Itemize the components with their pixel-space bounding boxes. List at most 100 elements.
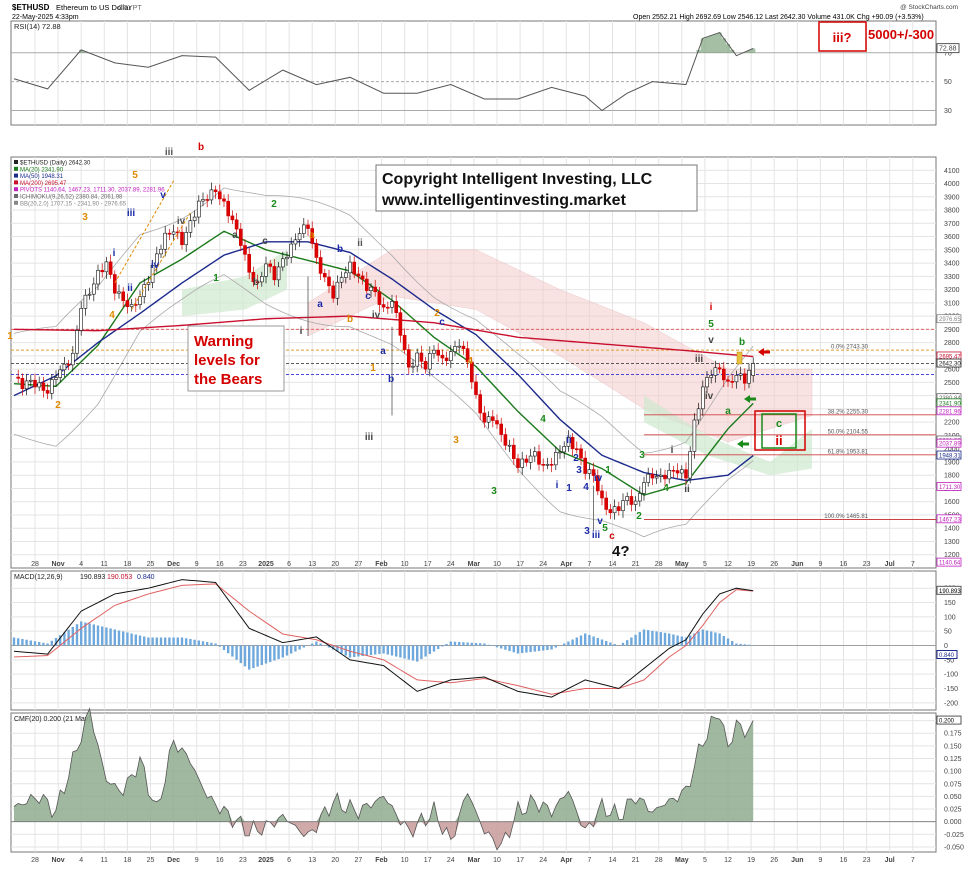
cmf-x-tick-label: May [675,857,689,864]
cmf-x-tick-label: 10 [493,857,501,864]
cmf-x-tick-label: 4 [79,857,83,864]
candle-body [663,474,667,480]
candle-body [469,361,474,383]
candle-body [537,451,541,465]
wave-label: 1 [370,363,376,374]
cmf-x-tick-label: 24 [447,857,455,864]
candle-body [356,273,361,277]
candle-body [331,285,336,299]
cmf-y-tick-label: -0.025 [944,832,964,839]
candle-body [423,361,428,370]
candle-body [696,408,701,421]
price-x-tick-label: 9 [818,561,822,568]
candle-body [637,493,642,502]
wave-label: b [388,374,394,385]
cmf-x-tick-label: 7 [587,857,591,864]
candle-body [385,306,390,309]
wave-ii-inner-box [761,413,797,449]
price-y-tick-label: 2600 [944,367,960,374]
candle-body [41,382,46,391]
candle-body [297,233,302,241]
wave-label: a [725,406,731,417]
price-right-tag: 2341.90 [939,401,961,407]
price-y-tick-label: 3800 [944,208,960,215]
candle-body [545,464,550,466]
fib-level-label: 0.0% 2743.30 [831,345,869,351]
legend-entry: $ETHUSD (Daily) 2642.30 [20,161,91,167]
wave-4-question-label: 4? [612,543,630,560]
cmf-x-tick-label: 21 [632,857,640,864]
price-x-tick-label: 4 [79,561,83,568]
candle-body [155,253,159,266]
macd-value: 190.893 [80,574,105,581]
price-right-tag-box [936,406,962,416]
candle-body [574,448,579,451]
price-right-tag: 2642.30 [939,362,961,368]
macd-y-tick-label: 50 [944,629,952,636]
candle-body [251,272,256,283]
header-symbol: $ETHUSD [12,3,50,12]
legend-entry: MA(200) 2695.47 [20,181,67,187]
rsi-level-label: 70 [944,50,952,57]
legend-swatch [14,160,18,164]
wave-label: 4 [540,414,546,425]
candle-body [625,496,630,501]
price-y-tick-label: 1400 [944,526,960,533]
candle-body [528,455,533,463]
price-x-tick-label: 24 [539,561,547,568]
price-right-tag: 1711.30 [939,485,961,491]
price-x-tick-label: 28 [31,561,39,568]
warning-line1: Warning [194,333,253,350]
macd-hist-tag: 0.840 [939,653,955,659]
candle-body [100,270,104,273]
wave-ii-label: ii [775,433,782,448]
candle-body [360,275,365,280]
wave-label: i [710,302,713,313]
price-x-tick-label: 7 [587,561,591,568]
candle-body [176,231,180,234]
price-y-tick-label: 3100 [944,300,960,307]
candle-body [192,216,197,221]
candle-body [125,300,130,307]
price-x-tick-label: 10 [493,561,501,568]
macd-tag: 190.893 [939,589,961,595]
wave-label: i [113,248,116,259]
candle-body [595,475,600,492]
candle-body [490,416,495,421]
warning-line2: levels for [194,352,260,369]
candle-body [604,497,609,510]
wave-label: 2 [271,199,277,210]
wave-label: 1 [213,273,219,284]
candle-body [549,464,554,466]
price-x-tick-label: 6 [287,561,291,568]
candle-body [268,263,273,267]
price-x-tick-label: 24 [447,561,455,568]
price-x-tick-label: Apr [560,561,572,568]
legend-entry: ICHIMOKU(9,26,52) 2380.84, 2061.98 [20,195,123,201]
rsi-level-label: 50 [944,79,952,86]
cmf-y-tick-label: -0.050 [944,844,964,851]
wave-label: 1 [7,331,13,342]
wave-label: a [380,346,386,357]
price-y-tick-label: 3400 [944,261,960,268]
macd-y-tick-label: 100 [944,614,956,621]
wave-label: b [739,337,745,348]
candle-body [138,296,142,305]
price-x-tick-label: 14 [609,561,617,568]
candle-body [402,335,407,350]
candle-body [230,215,235,221]
wave-label: c [439,317,445,328]
price-x-tick-label: 20 [331,561,339,568]
copyright-box [375,164,698,212]
price-right-tag: 2037.89 [939,442,961,448]
price-y-tick-label: 2900 [944,327,960,334]
candle-body [406,349,411,368]
wave-label: iii [127,208,136,219]
rsi-last-tag: 72.88 [939,46,957,53]
cmf-x-tick-label: Jun [791,857,803,864]
axes-layer: 2828NovNov44111118182525DecDec9916162323… [31,43,964,864]
cmf-y-tick-label: 0.075 [944,781,962,788]
macd-hist-value: 0.840 [137,574,155,581]
candle-body [348,261,352,274]
